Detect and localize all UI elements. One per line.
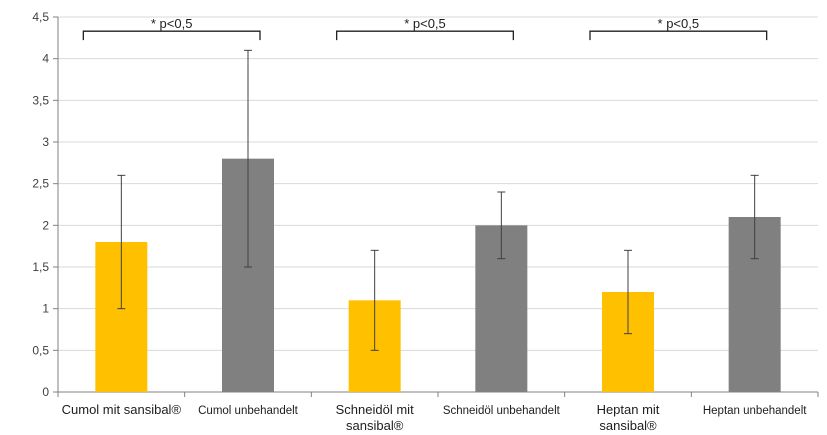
significance-bracket [336,30,514,41]
category-label-line2: sansibal® [346,418,404,433]
significance-brackets: * p<0,5 * p<0,5 * p<0,5 [82,16,768,41]
y-tick-labels: 0 0,5 1 1,5 2 2,5 3 3,5 4 4,5 [32,10,49,399]
significance-bracket [589,30,768,41]
category-label: Heptan mit [597,402,660,417]
y-tick-label: 1,5 [32,260,49,274]
y-tick-label: 1 [42,302,49,316]
category-label: Schneidöl mit [336,402,414,417]
y-tick-label: 4,5 [32,10,49,24]
y-tick-label: 2 [42,218,49,232]
bars [95,158,781,392]
y-tick-label: 3 [42,135,49,149]
category-label: Heptan unbehandelt [703,405,807,417]
significance-bracket [82,30,261,41]
y-tick-label: 0 [42,385,49,399]
category-labels: Cumol mit sansibal® Cumol unbehandelt Schn… [62,402,808,433]
error-bars [117,49,759,351]
significance-label: * p<0,5 [658,16,700,31]
axes [53,16,819,397]
gridlines [58,16,818,351]
significance-label: * p<0,5 [404,16,446,31]
significance-label: * p<0,5 [151,16,193,31]
category-label: Schneidöl unbehandelt [443,405,561,417]
y-tick-label: 4 [42,52,49,66]
category-label: Cumol mit sansibal® [62,402,182,417]
category-label-line2: sansibal® [599,418,657,433]
y-tick-label: 3,5 [32,93,49,107]
category-label: Cumol unbehandelt [198,405,299,417]
y-tick-label: 0,5 [32,343,49,357]
y-tick-label: 2,5 [32,177,49,191]
